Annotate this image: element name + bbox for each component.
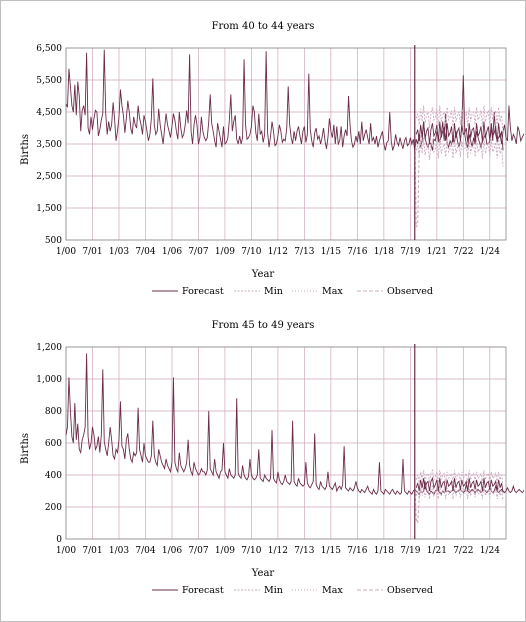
x-tick-label: 1/18 <box>374 546 394 556</box>
x-tick-label: 1/03 <box>109 247 129 257</box>
x-tick-label: 7/01 <box>82 546 102 556</box>
plot-frame <box>65 47 507 241</box>
x-tick-label: 7/19 <box>400 247 420 257</box>
x-tick-label: 1/18 <box>374 247 394 257</box>
x-tick-label: 1/12 <box>268 247 288 257</box>
legend-label-observed: Observed <box>387 585 433 596</box>
y-tick-label: 1,500 <box>36 204 62 214</box>
series-observed-tail <box>414 478 423 524</box>
x-tick-label: 1/03 <box>109 546 129 556</box>
x-tick-label: 7/16 <box>347 247 367 257</box>
series-forecast <box>415 476 504 493</box>
y-tick-label: 6,500 <box>36 44 62 54</box>
plot-frame <box>65 346 507 540</box>
series-max <box>415 468 504 485</box>
x-tick-label: 1/09 <box>215 247 235 257</box>
series-observed-tail <box>414 121 423 228</box>
y-tick-label: 400 <box>45 471 62 481</box>
series-max <box>415 105 504 135</box>
y-tick-label: 500 <box>45 236 62 246</box>
x-tick-label: 1/00 <box>56 247 76 257</box>
chart-title: From 40 to 44 years <box>211 21 315 32</box>
chart-plot: 0 200 400 600 800 1,000 1,200 1/00 7/01 1/03 7/04 1… <box>36 343 524 596</box>
x-axis-label: Year <box>251 269 275 280</box>
chart-title: From 45 to 49 years <box>211 320 315 331</box>
x-tick-label: 1/00 <box>56 546 76 556</box>
series-min <box>415 137 504 167</box>
y-tick-label: 0 <box>56 535 62 545</box>
x-tick-label: 7/19 <box>400 546 420 556</box>
x-tick-label: 1/09 <box>215 546 235 556</box>
series-min <box>415 484 504 501</box>
x-tick-label: 7/01 <box>82 247 102 257</box>
x-tick-label: 1/06 <box>162 546 182 556</box>
legend-label-forecast: Forecast <box>182 585 224 596</box>
y-tick-label: 800 <box>45 407 62 417</box>
y-tick-label: 600 <box>45 439 62 449</box>
x-tick-label: 1/15 <box>321 546 341 556</box>
x-tick-label: 1/24 <box>480 546 500 556</box>
y-tick-label: 1,200 <box>36 343 62 353</box>
legend-label-observed: Observed <box>387 286 433 297</box>
series-observed <box>65 49 524 151</box>
x-tick-label: 7/10 <box>241 247 261 257</box>
y-tick-label: 200 <box>45 503 62 513</box>
legend-label-min: Min <box>264 585 283 596</box>
x-tick-label: 1/06 <box>162 247 182 257</box>
x-tick-label: 1/24 <box>480 247 500 257</box>
x-tick-label: 7/04 <box>135 247 155 257</box>
y-tick-label: 5,500 <box>36 76 62 86</box>
x-tick-label: 7/04 <box>135 546 155 556</box>
x-tick-label: 7/13 <box>294 247 314 257</box>
legend-label-min: Min <box>264 286 283 297</box>
y-tick-label: 2,500 <box>36 172 62 182</box>
chart-panel-45-49: From 45 to 49 years Births 0 200 400 600 800… <box>2 313 524 613</box>
x-tick-label: 1/15 <box>321 247 341 257</box>
y-tick-label: 1,000 <box>36 375 62 385</box>
x-axis-label: Year <box>251 568 275 579</box>
x-tick-label: 7/13 <box>294 546 314 556</box>
x-tick-label: 7/16 <box>347 546 367 556</box>
legend-label-max: Max <box>322 585 343 596</box>
y-tick-label: 4,500 <box>36 108 62 118</box>
series-forecast <box>415 121 504 151</box>
x-tick-label: 7/22 <box>453 546 473 556</box>
x-tick-label: 7/10 <box>241 546 261 556</box>
x-tick-label: 1/21 <box>427 247 447 257</box>
chart-plot: 500 1,500 2,500 3,500 4,500 5,500 6,500 1/00 7/0… <box>36 44 524 297</box>
legend-label-max: Max <box>322 286 343 297</box>
x-tick-label: 1/12 <box>268 546 288 556</box>
x-tick-label: 7/07 <box>188 546 208 556</box>
x-tick-label: 7/07 <box>188 247 208 257</box>
y-tick-label: 3,500 <box>36 140 62 150</box>
x-tick-label: 7/22 <box>453 247 473 257</box>
x-tick-label: 1/21 <box>427 546 447 556</box>
legend-label-forecast: Forecast <box>182 286 224 297</box>
chart-panel-40-44: From 40 to 44 years Births 500 1,500 2,500… <box>2 14 524 314</box>
series-observed <box>65 353 524 496</box>
